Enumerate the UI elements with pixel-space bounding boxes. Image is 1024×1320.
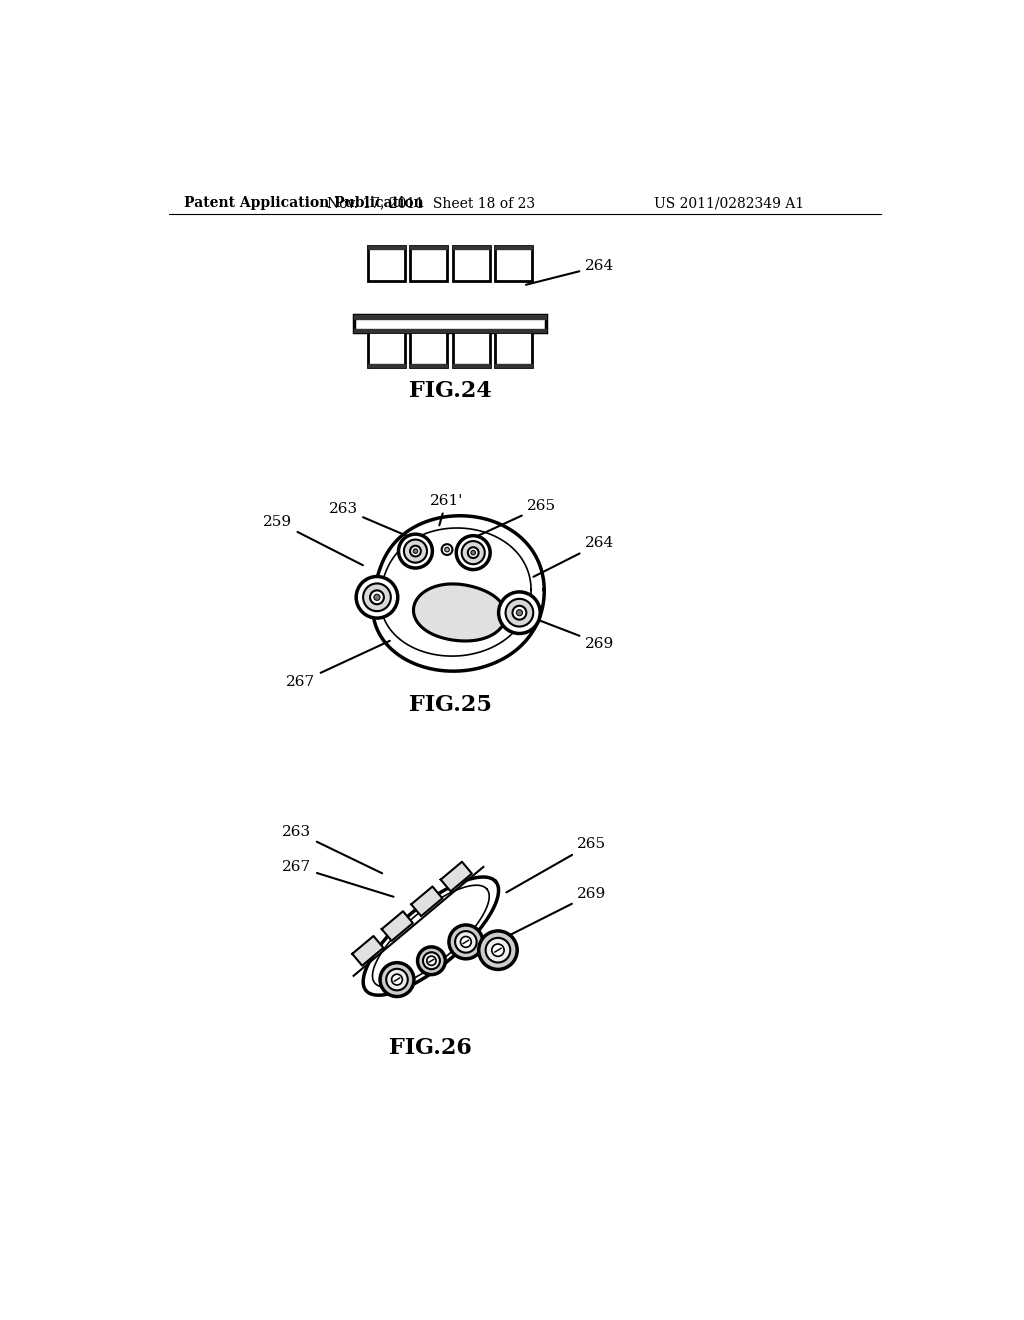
Polygon shape: [373, 516, 544, 671]
Circle shape: [398, 535, 432, 568]
Circle shape: [492, 944, 504, 956]
Bar: [496, 333, 532, 367]
Circle shape: [461, 936, 471, 948]
Circle shape: [516, 610, 522, 615]
Polygon shape: [364, 876, 499, 995]
Polygon shape: [354, 329, 547, 333]
Circle shape: [364, 583, 391, 611]
Text: 269: 269: [532, 618, 614, 651]
Polygon shape: [453, 246, 489, 249]
Polygon shape: [352, 936, 383, 966]
Circle shape: [471, 550, 475, 554]
Circle shape: [449, 925, 483, 958]
Text: FIG.24: FIG.24: [409, 380, 492, 401]
Polygon shape: [368, 246, 406, 249]
Text: 264: 264: [526, 259, 614, 285]
Circle shape: [374, 594, 380, 601]
Circle shape: [499, 591, 541, 634]
Bar: [453, 246, 489, 281]
Circle shape: [457, 536, 490, 570]
Circle shape: [370, 590, 384, 605]
Polygon shape: [382, 911, 413, 941]
Circle shape: [441, 544, 453, 554]
Circle shape: [468, 548, 478, 558]
Text: 265: 265: [477, 499, 556, 536]
Polygon shape: [440, 862, 472, 891]
Circle shape: [391, 974, 402, 985]
Polygon shape: [354, 315, 547, 319]
Circle shape: [506, 599, 534, 627]
Circle shape: [403, 540, 427, 562]
Bar: [453, 333, 489, 367]
Text: 265: 265: [507, 837, 606, 892]
Circle shape: [386, 969, 408, 990]
Polygon shape: [496, 246, 532, 249]
Polygon shape: [453, 364, 489, 367]
Text: FIG.26: FIG.26: [389, 1036, 472, 1059]
Bar: [368, 246, 406, 281]
Polygon shape: [368, 364, 406, 367]
Bar: [368, 333, 406, 367]
Text: 261': 261': [430, 494, 463, 525]
Circle shape: [380, 962, 414, 997]
Text: FIG.25: FIG.25: [409, 694, 492, 717]
Circle shape: [413, 549, 418, 553]
Circle shape: [444, 548, 450, 552]
Text: 259: 259: [263, 515, 362, 565]
Text: 263: 263: [283, 825, 382, 874]
Circle shape: [462, 541, 484, 564]
Polygon shape: [412, 887, 442, 916]
Polygon shape: [414, 583, 506, 642]
Polygon shape: [496, 364, 532, 367]
Bar: [354, 315, 547, 333]
Text: 263: 263: [329, 502, 413, 539]
Circle shape: [418, 946, 445, 974]
Text: Patent Application Publication: Patent Application Publication: [184, 197, 424, 210]
Text: 264: 264: [534, 536, 614, 577]
Text: US 2011/0282349 A1: US 2011/0282349 A1: [654, 197, 804, 210]
Circle shape: [423, 952, 440, 969]
Text: 269: 269: [495, 887, 606, 942]
Circle shape: [455, 931, 476, 953]
Circle shape: [427, 956, 436, 965]
Circle shape: [512, 606, 526, 619]
Text: Nov. 17, 2011  Sheet 18 of 23: Nov. 17, 2011 Sheet 18 of 23: [327, 197, 535, 210]
Circle shape: [356, 577, 397, 618]
Text: 267: 267: [287, 640, 390, 689]
Circle shape: [485, 937, 510, 962]
Circle shape: [478, 931, 517, 969]
Bar: [496, 246, 532, 281]
Bar: [411, 333, 447, 367]
Polygon shape: [411, 364, 447, 367]
Text: 267: 267: [283, 859, 393, 896]
Circle shape: [410, 545, 421, 557]
Bar: [411, 246, 447, 281]
Polygon shape: [411, 246, 447, 249]
